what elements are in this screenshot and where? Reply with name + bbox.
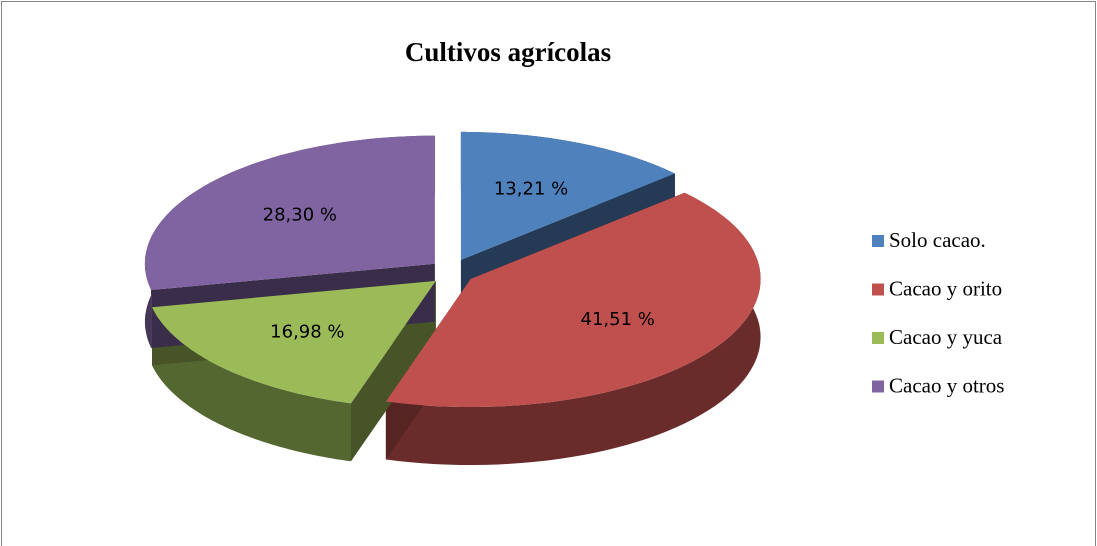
- pie-labels: 13,21 % 41,51 % 16,98 % 28,30 %: [263, 179, 655, 343]
- legend-label: Cacao y yuca: [889, 325, 1003, 349]
- legend-swatch: [872, 380, 884, 393]
- legend-label: Cacao y orito: [889, 276, 1002, 300]
- legend-swatch: [872, 235, 884, 247]
- slice: [460, 131, 675, 260]
- slice-side: [385, 192, 761, 465]
- legend-label: Solo cacao.: [889, 228, 986, 252]
- slice-side: [152, 307, 351, 462]
- data-label: 16,98 %: [270, 322, 344, 343]
- legend-swatch: [872, 332, 884, 344]
- legend-swatch: [872, 283, 884, 296]
- chart-title: Cultivos agrícolas: [405, 37, 611, 67]
- data-label: 28,30 %: [263, 204, 337, 225]
- pie-tops: [144, 131, 761, 407]
- slice: [152, 280, 436, 404]
- slice: [144, 135, 435, 290]
- data-label: 41,51 %: [581, 309, 655, 330]
- legend-label: Cacao y otros: [889, 373, 1004, 397]
- data-label: 13,21 %: [494, 179, 568, 200]
- slice: [385, 192, 761, 407]
